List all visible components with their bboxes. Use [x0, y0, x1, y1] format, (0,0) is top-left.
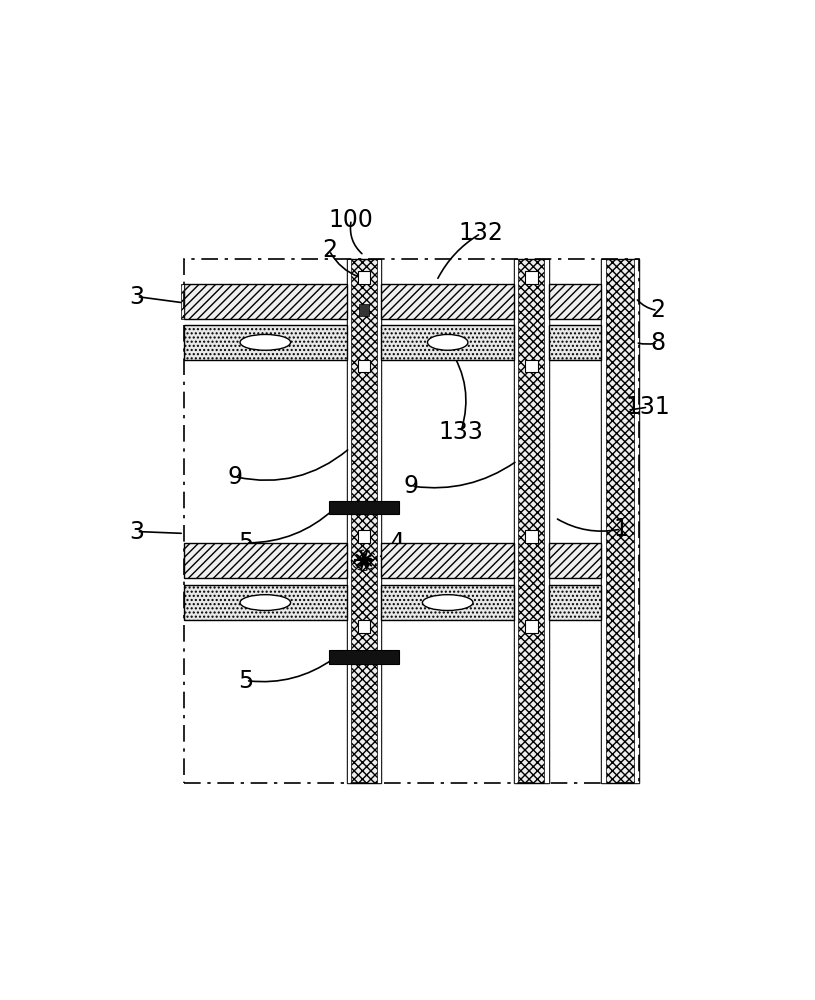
Bar — [358, 271, 370, 284]
Bar — [525, 360, 538, 372]
Text: 9: 9 — [227, 465, 242, 489]
Text: 4: 4 — [390, 531, 405, 555]
Bar — [548, 543, 601, 578]
Bar — [358, 620, 370, 633]
Ellipse shape — [240, 334, 291, 350]
Bar — [358, 530, 370, 543]
Text: 100: 100 — [329, 208, 374, 232]
Bar — [548, 585, 601, 620]
Bar — [548, 284, 601, 319]
Bar — [329, 650, 399, 664]
Bar — [184, 284, 346, 319]
Bar — [514, 259, 548, 783]
Bar — [381, 585, 514, 620]
Bar — [601, 259, 639, 783]
Text: 3: 3 — [129, 520, 144, 544]
Bar — [184, 585, 346, 620]
Text: 5: 5 — [238, 531, 253, 555]
Bar — [381, 325, 514, 360]
Text: 5: 5 — [238, 669, 253, 693]
Text: 9: 9 — [404, 474, 419, 498]
Text: 2: 2 — [650, 298, 665, 322]
Bar — [381, 543, 514, 578]
Text: 1: 1 — [614, 517, 628, 541]
Bar — [514, 259, 518, 783]
Bar — [329, 501, 399, 514]
Bar — [184, 325, 346, 360]
Bar — [359, 304, 369, 316]
Text: 133: 133 — [438, 420, 483, 444]
Ellipse shape — [422, 595, 473, 610]
Bar — [544, 259, 548, 783]
Bar — [381, 284, 514, 319]
Text: 2: 2 — [322, 238, 337, 262]
Bar — [525, 620, 538, 633]
Bar — [184, 543, 346, 578]
Ellipse shape — [240, 595, 291, 610]
Bar — [634, 259, 639, 783]
Bar — [181, 284, 184, 319]
Bar — [184, 259, 639, 783]
Bar — [377, 259, 381, 783]
Bar — [346, 259, 381, 783]
Text: 131: 131 — [626, 395, 671, 419]
Text: 132: 132 — [458, 221, 504, 245]
Text: 8: 8 — [650, 331, 665, 355]
Bar — [548, 325, 601, 360]
Text: 3: 3 — [129, 285, 144, 309]
Bar — [525, 530, 538, 543]
Bar — [358, 360, 370, 372]
Bar — [525, 271, 538, 284]
Ellipse shape — [428, 334, 468, 350]
Bar — [601, 259, 606, 783]
Bar — [346, 259, 351, 783]
